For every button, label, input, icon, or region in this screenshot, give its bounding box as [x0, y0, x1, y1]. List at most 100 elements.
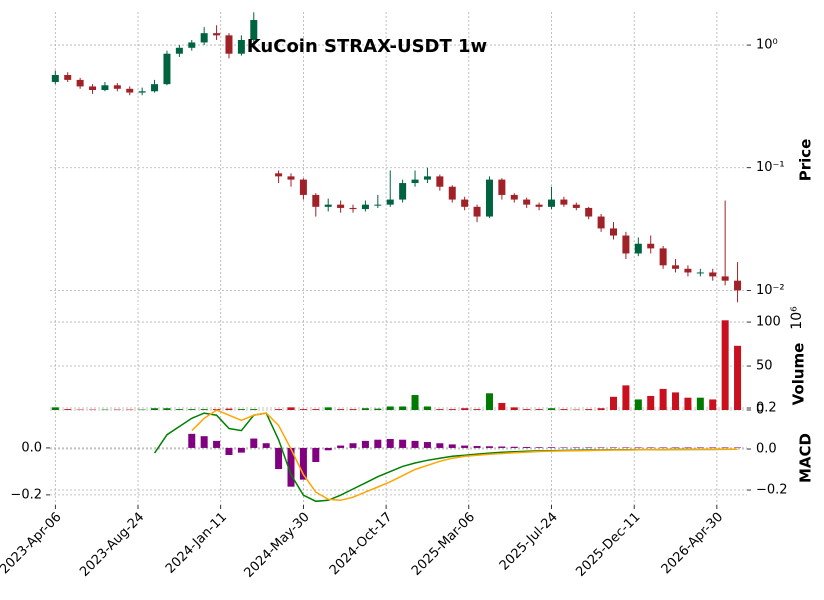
macd-histogram-bar [225, 447, 233, 455]
volume-bar [485, 393, 493, 410]
candle-body [200, 33, 208, 43]
volume-bar [51, 407, 59, 410]
volume-bar [547, 408, 555, 410]
volume-bar [299, 409, 307, 410]
candle-body [696, 272, 704, 274]
candle-body [89, 86, 97, 91]
candle-body [113, 85, 121, 89]
candle-body [138, 91, 146, 93]
candle-body [659, 248, 667, 266]
macd-histogram-bar [386, 439, 394, 448]
macd-histogram-bar [324, 447, 332, 451]
volume-bar [473, 409, 481, 410]
volume-bar [572, 409, 580, 411]
candle-body [436, 176, 444, 187]
candle-body [163, 53, 171, 85]
candle-body [709, 272, 717, 277]
volume-bar [696, 397, 704, 410]
macd-histogram-bar [585, 447, 593, 448]
volume-tick-label: 0 [756, 403, 764, 418]
volume-bar [337, 409, 345, 410]
candle-body [572, 204, 580, 208]
candle-body [386, 199, 394, 205]
candle-body [721, 276, 729, 281]
volume-bar [672, 392, 680, 410]
candle-body [188, 42, 196, 48]
x-tick-label: 2025-Dec-11 [573, 510, 643, 580]
candle-body [374, 204, 382, 206]
candle-body [64, 75, 72, 80]
macd-y2-tick-label: −0.2 [756, 483, 788, 498]
volume-bar [684, 397, 692, 410]
volume-bar [448, 409, 456, 410]
volume-bar [361, 408, 369, 410]
volume-bar [151, 408, 159, 410]
volume-bar [349, 409, 357, 410]
candle-body [287, 176, 295, 180]
macd-histogram-bar [684, 447, 692, 448]
price-tick-label: 10⁰ [756, 38, 778, 53]
candle-body [461, 199, 469, 207]
candle-body [101, 85, 109, 91]
candle-body [647, 243, 655, 249]
candle-body [324, 204, 332, 207]
candle-body [76, 79, 84, 87]
candle-body [523, 199, 531, 205]
volume-axis-label: Volume [790, 343, 808, 406]
macd-histogram-bar [250, 438, 258, 448]
macd-histogram-bar [572, 447, 580, 448]
candle-body [535, 204, 543, 207]
volume-bar [76, 409, 84, 411]
volume-bar [399, 406, 407, 410]
x-tick-label: 2025-Jul-24 [497, 510, 561, 574]
macd-histogram-bar [610, 447, 618, 448]
volume-bar [374, 408, 382, 410]
x-tick-label: 2026-Apr-30 [659, 510, 726, 577]
candle-body [585, 207, 593, 217]
candle-body [151, 84, 159, 92]
volume-offset-label: 10⁶ [789, 306, 805, 330]
x-tick-label: 2024-Oct-17 [327, 510, 395, 578]
macd-histogram-bar [275, 447, 283, 470]
macd-histogram-bar [312, 447, 320, 463]
macd-histogram-bar [734, 447, 742, 448]
volume-bar [138, 409, 146, 411]
volume-bar [225, 408, 233, 410]
volume-bar [585, 409, 593, 410]
macd-histogram-bar [659, 447, 667, 448]
candle-body [225, 35, 233, 54]
macd-histogram-bar [510, 446, 518, 448]
macd-histogram-bar [337, 445, 345, 448]
macd-histogram-bar [622, 447, 630, 448]
macd-histogram-bar [237, 447, 245, 453]
macd-axis-label: MACD [797, 433, 815, 483]
candle-body [399, 183, 407, 200]
volume-bar [560, 409, 568, 410]
price-tick-label: 10⁻¹ [756, 160, 785, 175]
candle-body [213, 33, 221, 36]
volume-bar [89, 409, 97, 411]
volume-bar [436, 409, 444, 410]
candle-body [275, 173, 283, 177]
volume-bar [423, 406, 431, 410]
macd-histogram-bar [597, 447, 605, 448]
volume-bar [64, 409, 72, 410]
volume-bar [597, 408, 605, 410]
candle-body [448, 186, 456, 200]
x-tick-label: 2025-Mar-06 [409, 510, 478, 579]
macd-histogram-bar [709, 447, 717, 448]
candle-body [634, 243, 642, 254]
candle-body [473, 206, 481, 217]
macd-line [153, 412, 738, 503]
macd-histogram-bar [473, 446, 481, 448]
volume-bar [734, 345, 742, 410]
volume-bar [510, 407, 518, 410]
candle-body [51, 75, 59, 82]
macd-histogram-bar [523, 446, 531, 448]
macd-histogram-bar [436, 443, 444, 448]
macd-histogram-bar [399, 439, 407, 448]
macd-histogram-bar [188, 433, 196, 448]
price-tick-label: 10⁻² [756, 283, 785, 298]
volume-bar [535, 409, 543, 410]
candle-body [312, 194, 320, 207]
